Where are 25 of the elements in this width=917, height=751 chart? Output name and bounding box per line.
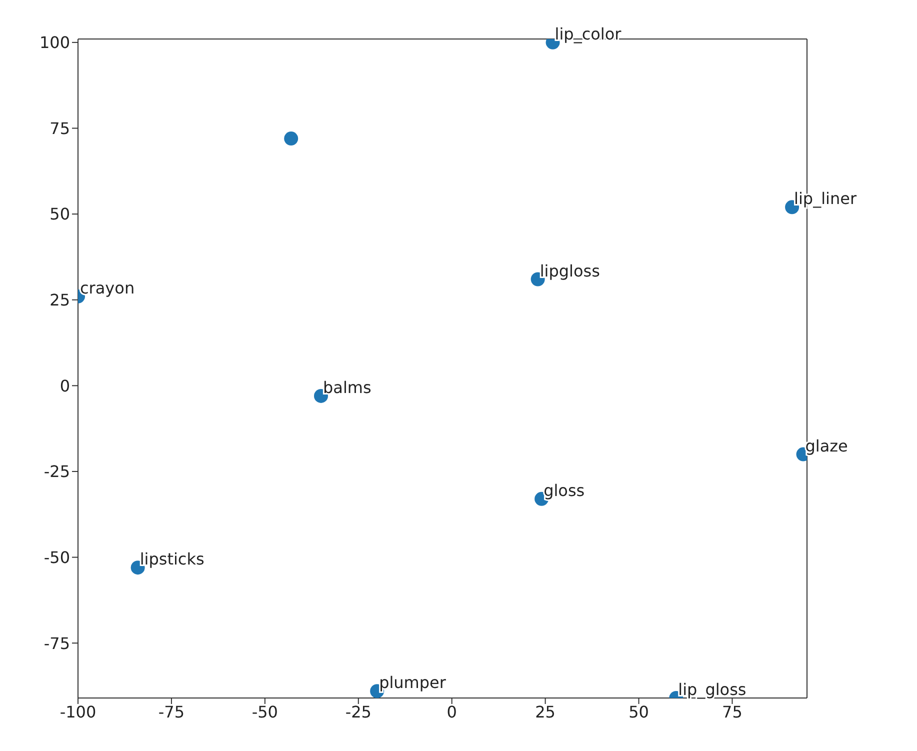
y-tick-label: 50: [50, 204, 70, 224]
y-tick-label: 0: [60, 376, 70, 396]
annotation: plumper: [379, 673, 446, 692]
x-tick-label: -25: [345, 702, 372, 722]
x-tick-label: 25: [535, 702, 556, 722]
x-tick-label: -75: [158, 702, 185, 722]
y-tick-label: 25: [50, 290, 70, 310]
annotation: crayon: [80, 278, 135, 298]
y-tick-label: -25: [44, 462, 70, 482]
annotation: balms: [323, 378, 372, 397]
annotation: lip_color: [554, 24, 622, 44]
x-tick-label: 0: [446, 702, 457, 722]
annotation: lip_gloss: [678, 680, 746, 699]
x-tick-label: 50: [628, 702, 649, 722]
annotation: lipgloss: [540, 261, 600, 280]
y-tick-label: -75: [44, 634, 70, 653]
point: [284, 132, 298, 146]
y-tick-label: -50: [44, 548, 70, 567]
annotation: gloss: [544, 480, 585, 500]
x-tick-label: -100: [60, 702, 96, 722]
y-tick-label: 75: [50, 118, 70, 138]
x-tick-label: -50: [252, 702, 278, 722]
y-tick-label: 100: [39, 33, 70, 52]
x-tick-label: 75: [722, 702, 742, 722]
annotation: lipsticks: [140, 550, 204, 569]
